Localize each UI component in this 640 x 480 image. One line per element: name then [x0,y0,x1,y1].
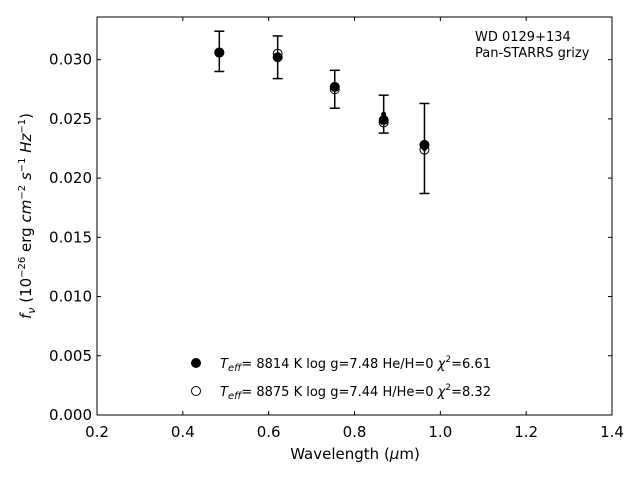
y-tick-label: 0.025 [49,110,92,128]
x-tick-label: 0.2 [85,423,109,441]
model-points [214,47,430,155]
y-tick-label: 0.015 [49,228,92,246]
plot-frame [96,16,613,416]
observed-error-bars [214,30,430,195]
x-tick-label: 0.8 [343,423,367,441]
annotation-object: WD 0129+134 [475,30,571,45]
legend: Teff= 8814 K log g=7.48 He/H=0 χ2=6.61 T… [191,355,491,402]
model-point-open [272,48,283,59]
y-tick-label: 0.005 [49,347,92,365]
y-tick-label: 0.000 [49,406,92,424]
y-axis-label: fν (10−26 erg cm−2 s−1 Hz−1) [17,113,38,319]
model-point-open [419,144,430,155]
y-tick-label: 0.030 [49,51,92,69]
x-tick-label: 1.0 [428,423,452,441]
model-point-filled [272,52,283,63]
model-point-open [329,84,340,95]
annotation-survey: Pan-STARRS grizy [475,46,590,61]
legend-marker-open [191,386,201,396]
x-tick-label: 0.4 [171,423,195,441]
x-axis: 0.2 0.4 0.6 0.8 1.0 1.2 1.4 [85,17,624,441]
model-point-filled [329,81,340,92]
y-tick-label: 0.020 [49,169,92,187]
model-point-open [214,47,225,58]
x-axis-label: Wavelength (μm) [290,445,420,463]
x-tick-label: 0.6 [257,423,281,441]
model-point-open [378,117,389,128]
y-tick-label: 0.010 [49,288,92,306]
y-axis: 0.000 0.005 0.010 0.015 0.020 0.025 0.030 [49,51,612,424]
model-point-filled [378,115,389,126]
x-tick-label: 1.4 [600,423,624,441]
legend-entry-2: Teff= 8875 K log g=7.44 H/He=0 χ2=8.32 [220,383,491,402]
x-tick-label: 1.2 [514,423,538,441]
legend-entry-1: Teff= 8814 K log g=7.48 He/H=0 χ2=6.61 [220,355,491,374]
legend-marker-filled [191,358,201,368]
